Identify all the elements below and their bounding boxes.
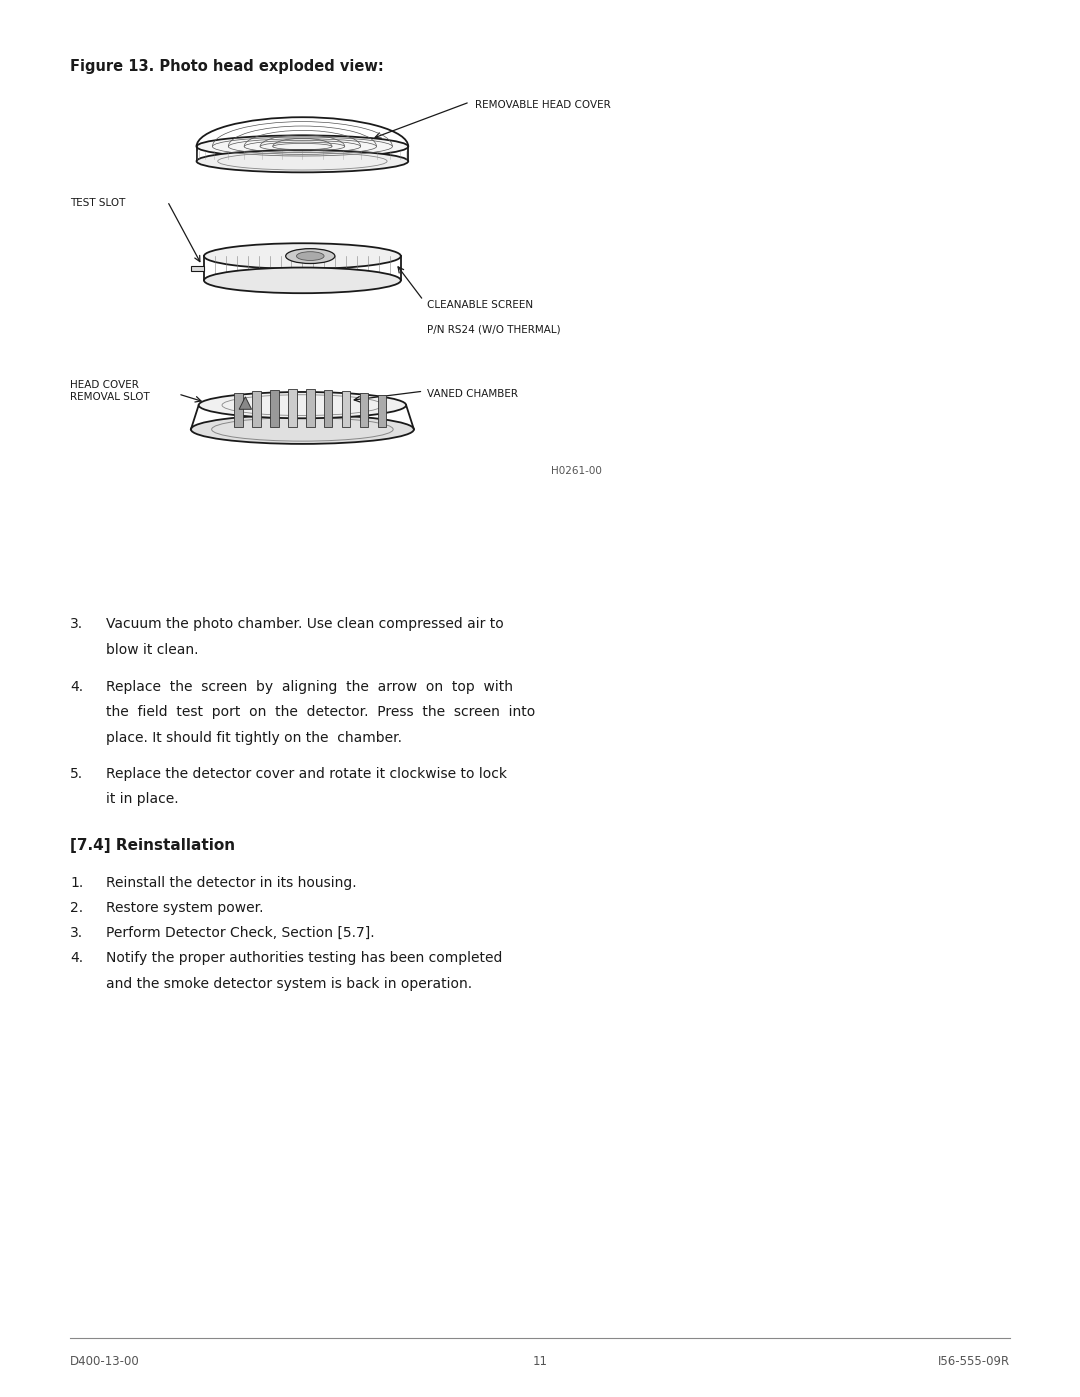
Ellipse shape	[197, 149, 408, 172]
Text: Reinstall the detector in its housing.: Reinstall the detector in its housing.	[106, 876, 356, 890]
Text: 3.: 3.	[70, 926, 83, 940]
FancyBboxPatch shape	[342, 391, 350, 427]
Text: I56-555-09R: I56-555-09R	[937, 1355, 1010, 1368]
Text: Notify the proper authorities testing has been completed: Notify the proper authorities testing ha…	[106, 951, 502, 965]
Ellipse shape	[297, 251, 324, 260]
FancyBboxPatch shape	[270, 390, 279, 427]
Text: 5.: 5.	[70, 767, 83, 781]
Text: 4.: 4.	[70, 680, 83, 694]
Ellipse shape	[197, 136, 408, 158]
Text: 3.: 3.	[70, 617, 83, 631]
Text: Perform Detector Check, Section [5.7].: Perform Detector Check, Section [5.7].	[106, 926, 375, 940]
Text: place. It should fit tightly on the  chamber.: place. It should fit tightly on the cham…	[106, 731, 402, 745]
Ellipse shape	[191, 415, 414, 444]
FancyBboxPatch shape	[378, 395, 387, 427]
Text: Figure 13. Photo head exploded view:: Figure 13. Photo head exploded view:	[70, 59, 384, 74]
Ellipse shape	[204, 268, 401, 293]
Text: and the smoke detector system is back in operation.: and the smoke detector system is back in…	[106, 977, 472, 990]
Text: Vacuum the photo chamber. Use clean compressed air to: Vacuum the photo chamber. Use clean comp…	[106, 617, 503, 631]
Text: CLEANABLE SCREEN: CLEANABLE SCREEN	[427, 299, 532, 310]
Text: the  field  test  port  on  the  detector.  Press  the  screen  into: the field test port on the detector. Pre…	[106, 705, 535, 719]
Text: VANED CHAMBER: VANED CHAMBER	[427, 388, 517, 400]
Text: Restore system power.: Restore system power.	[106, 901, 264, 915]
Ellipse shape	[286, 249, 335, 264]
Text: 4.: 4.	[70, 951, 83, 965]
Ellipse shape	[204, 243, 401, 268]
Ellipse shape	[199, 393, 406, 418]
Text: blow it clean.: blow it clean.	[106, 643, 199, 657]
Text: 11: 11	[532, 1355, 548, 1368]
FancyBboxPatch shape	[191, 265, 204, 271]
Text: 1.: 1.	[70, 876, 83, 890]
FancyBboxPatch shape	[360, 393, 368, 427]
Text: HEAD COVER
REMOVAL SLOT: HEAD COVER REMOVAL SLOT	[70, 380, 150, 402]
Polygon shape	[239, 397, 252, 409]
Text: D400-13-00: D400-13-00	[70, 1355, 140, 1368]
Text: P/N RS24 (W/O THERMAL): P/N RS24 (W/O THERMAL)	[427, 324, 561, 335]
Text: [7.4] Reinstallation: [7.4] Reinstallation	[70, 838, 235, 854]
Text: H0261-00: H0261-00	[551, 465, 602, 476]
FancyBboxPatch shape	[307, 390, 314, 427]
FancyBboxPatch shape	[288, 390, 297, 427]
FancyBboxPatch shape	[253, 391, 260, 427]
Text: Replace the detector cover and rotate it clockwise to lock: Replace the detector cover and rotate it…	[106, 767, 507, 781]
Text: it in place.: it in place.	[106, 792, 178, 806]
FancyBboxPatch shape	[324, 390, 333, 427]
Text: Replace  the  screen  by  aligning  the  arrow  on  top  with: Replace the screen by aligning the arrow…	[106, 680, 513, 694]
Text: 2.: 2.	[70, 901, 83, 915]
FancyBboxPatch shape	[234, 393, 243, 427]
Text: TEST SLOT: TEST SLOT	[70, 197, 125, 208]
Text: REMOVABLE HEAD COVER: REMOVABLE HEAD COVER	[475, 99, 611, 110]
